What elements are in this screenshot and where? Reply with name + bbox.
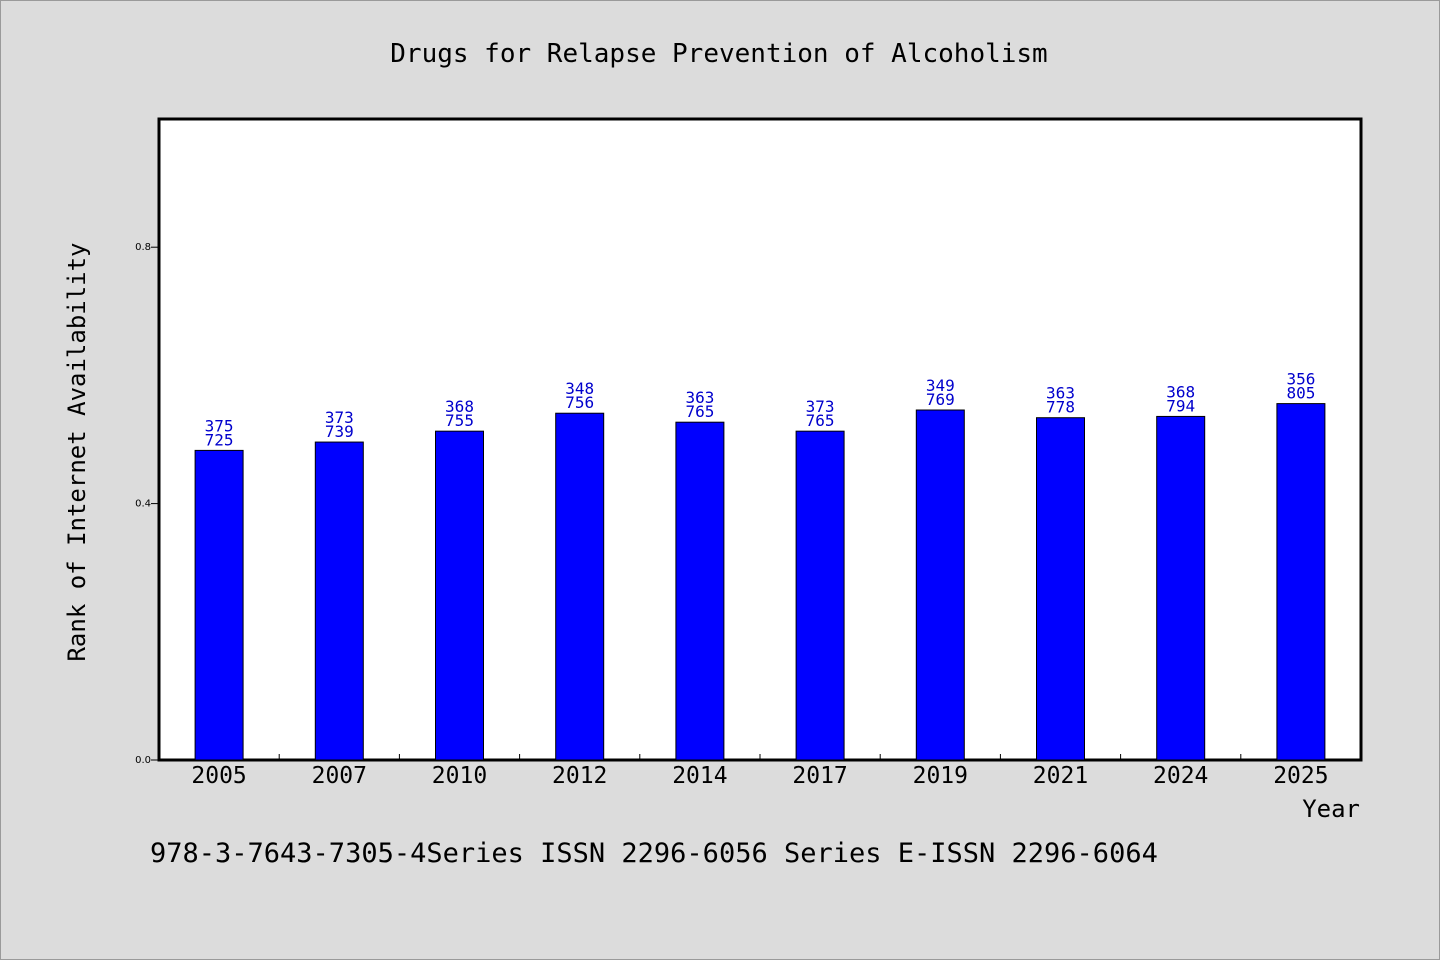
data-label: 765 [685,402,714,421]
x-tick-label: 2021 [1033,763,1088,789]
data-label: 349 [926,376,955,395]
x-tick-label: 2005 [191,763,246,789]
y-tick-label: 0.4 [135,499,151,510]
bar [435,430,484,761]
data-label: 778 [1046,398,1075,417]
data-label: 375 [205,416,234,435]
data-label: 363 [1046,384,1075,403]
bar [795,430,845,761]
data-label: 725 [205,430,234,449]
bar [915,409,965,761]
x-tick-label: 2010 [432,763,487,789]
y-tick-label: 0.0 [135,755,151,766]
y-axis-title: Rank of Internet Availability [63,242,91,661]
x-axis: 2005 2007 2010 2012 2014 2017 2019 2021 2024 2025 [191,754,1329,789]
data-label: 769 [926,390,955,409]
x-tick-label: 2007 [312,763,367,789]
y-axis: 0.0 0.4 0.8 [135,242,159,766]
x-tick-label: 2024 [1153,763,1208,789]
bar [675,421,725,761]
data-label: 368 [1166,382,1195,401]
chart-title: Drugs for Relapse Prevention of Alcoholi… [390,39,1047,69]
x-tick-label: 2025 [1273,763,1328,789]
bar [1276,403,1326,761]
footer-text: 978-3-7643-7305-4Series ISSN 2296-6056 S… [150,838,1158,869]
data-label: 739 [325,422,354,441]
data-label: 765 [806,411,835,430]
data-label: 363 [685,388,714,407]
data-label: 755 [445,411,474,430]
bar [314,441,364,761]
data-label: 373 [325,408,354,427]
bar [1036,417,1085,761]
data-label: 373 [806,397,835,416]
bar-series [194,403,1326,761]
data-label: 368 [445,397,474,416]
data-label: 794 [1166,396,1195,415]
data-label: 356 [1286,370,1315,389]
x-tick-label: 2017 [792,763,847,789]
bar [1156,415,1206,761]
x-axis-title: Year [1302,795,1360,823]
bar [555,412,605,761]
data-label: 805 [1286,384,1315,403]
x-tick-label: 2014 [672,763,727,789]
x-tick-label: 2019 [913,763,968,789]
data-label: 348 [565,379,594,398]
bar [194,449,244,761]
x-tick-label: 2012 [552,763,607,789]
y-tick-label: 0.8 [135,242,151,253]
data-label: 756 [565,393,594,412]
